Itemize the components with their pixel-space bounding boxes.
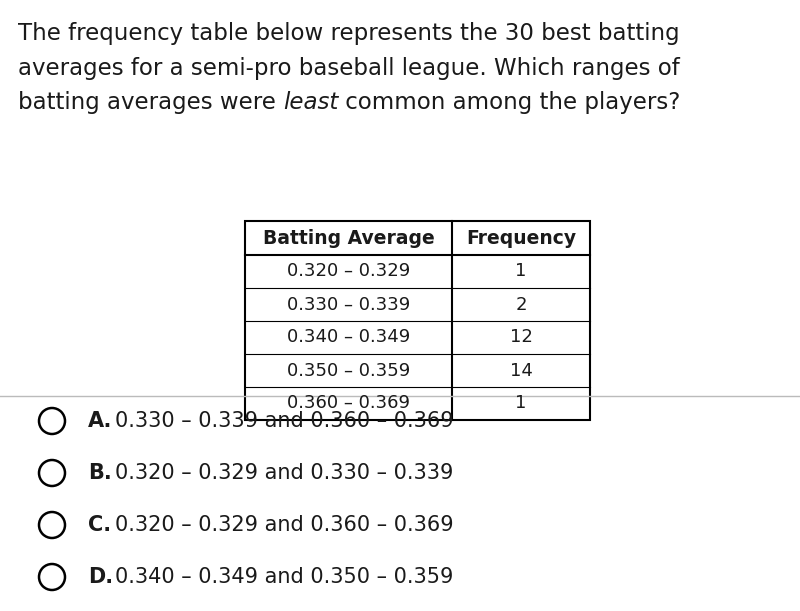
Text: 0.320 – 0.329 and 0.330 – 0.339: 0.320 – 0.329 and 0.330 – 0.339	[115, 463, 454, 483]
Text: batting averages were: batting averages were	[18, 91, 283, 114]
Text: averages for a semi-pro baseball league. Which ranges of: averages for a semi-pro baseball league.…	[18, 57, 680, 79]
Text: A.: A.	[88, 411, 112, 431]
Text: 2: 2	[515, 296, 526, 313]
Text: 0.360 – 0.369: 0.360 – 0.369	[287, 395, 410, 412]
Text: common among the players?: common among the players?	[338, 91, 681, 114]
Text: D.: D.	[88, 567, 113, 587]
Text: 0.330 – 0.339 and 0.360 – 0.369: 0.330 – 0.339 and 0.360 – 0.369	[115, 411, 454, 431]
Text: C.: C.	[88, 515, 111, 535]
Text: The frequency table below represents the 30 best batting: The frequency table below represents the…	[18, 22, 680, 45]
Text: 1: 1	[515, 263, 526, 280]
Text: 14: 14	[510, 362, 533, 379]
Text: 0.320 – 0.329 and 0.360 – 0.369: 0.320 – 0.329 and 0.360 – 0.369	[115, 515, 454, 535]
Text: Batting Average: Batting Average	[262, 229, 434, 247]
Text: B.: B.	[88, 463, 112, 483]
Text: 0.320 – 0.329: 0.320 – 0.329	[287, 263, 410, 280]
Text: 1: 1	[515, 395, 526, 412]
Text: Frequency: Frequency	[466, 229, 576, 247]
Text: least: least	[283, 91, 338, 114]
Text: 0.330 – 0.339: 0.330 – 0.339	[287, 296, 410, 313]
Text: 12: 12	[510, 329, 533, 346]
Text: 0.340 – 0.349: 0.340 – 0.349	[287, 329, 410, 346]
Text: 0.350 – 0.359: 0.350 – 0.359	[287, 362, 410, 379]
Bar	[245, 221, 590, 420]
Text: 0.340 – 0.349 and 0.350 – 0.359: 0.340 – 0.349 and 0.350 – 0.359	[115, 567, 454, 587]
